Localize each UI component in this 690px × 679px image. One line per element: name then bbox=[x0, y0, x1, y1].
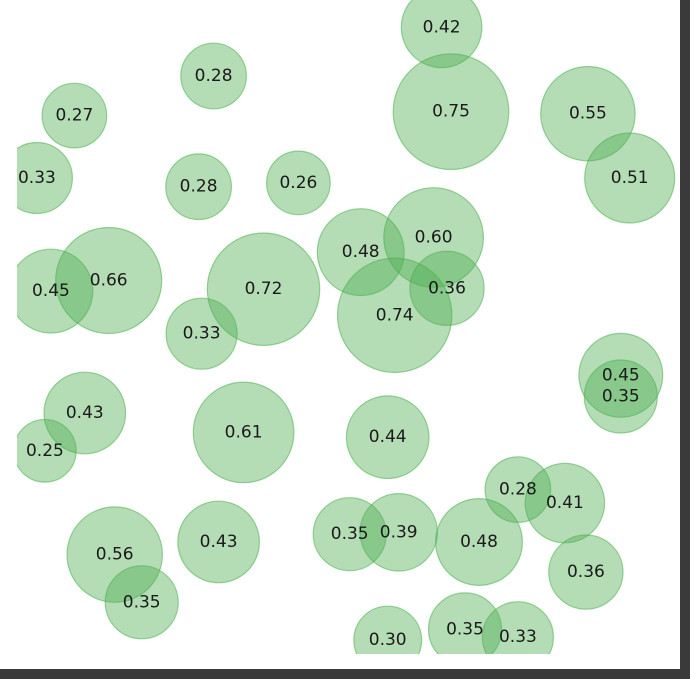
bubble-32 bbox=[427, 592, 503, 654]
bubble-label-20: 0.61 bbox=[225, 422, 263, 442]
bubble-19 bbox=[43, 371, 127, 455]
bubble-label-14: 0.36 bbox=[428, 278, 466, 298]
bubble-label-31: 0.35 bbox=[123, 592, 161, 612]
bubble-label-12: 0.72 bbox=[245, 279, 283, 299]
bubble-label-5: 0.33 bbox=[18, 168, 56, 188]
bubble-6 bbox=[584, 132, 676, 224]
bubble-5 bbox=[17, 141, 73, 215]
bubble-13 bbox=[17, 248, 94, 334]
bubble-10 bbox=[316, 208, 405, 297]
bubble-label-30: 0.36 bbox=[567, 562, 605, 582]
bubble-label-4: 0.55 bbox=[569, 104, 607, 124]
bubble-label-23: 0.28 bbox=[499, 480, 537, 500]
bubble-label-24: 0.41 bbox=[546, 493, 584, 513]
bubble-12 bbox=[206, 232, 321, 347]
bubble-31 bbox=[104, 565, 179, 640]
bubble-label-8: 0.26 bbox=[279, 173, 317, 193]
bubble-25 bbox=[177, 500, 261, 584]
bubble-label-16: 0.33 bbox=[183, 324, 221, 344]
bubble-27 bbox=[359, 492, 439, 572]
bubble-22 bbox=[17, 418, 77, 483]
bubble-9 bbox=[383, 187, 485, 288]
bubble-label-17: 0.45 bbox=[602, 365, 640, 385]
bubble-34 bbox=[353, 605, 423, 654]
bubble-21 bbox=[345, 395, 430, 480]
bubble-label-9: 0.60 bbox=[415, 228, 453, 248]
bubble-label-22: 0.25 bbox=[26, 441, 64, 461]
bubble-label-21: 0.44 bbox=[369, 427, 407, 447]
chart-frame: 0.42 0.28 0.75 0.27 0.55 0.33 0.51 0.28 0.26 0.60… bbox=[0, 0, 680, 669]
bubble-33 bbox=[481, 601, 554, 654]
bubble-28 bbox=[435, 498, 524, 587]
bubble-label-7: 0.28 bbox=[180, 177, 218, 197]
bubble-label-19: 0.43 bbox=[66, 403, 104, 423]
bubble-label-11: 0.66 bbox=[90, 271, 128, 291]
bubble-11 bbox=[55, 226, 163, 335]
bubble-label-18: 0.35 bbox=[602, 387, 640, 407]
bubble-label-27: 0.39 bbox=[380, 522, 418, 542]
bubble-17 bbox=[578, 332, 664, 418]
bubble-3 bbox=[41, 82, 108, 149]
bubble-label-33: 0.33 bbox=[499, 627, 537, 647]
bubble-30 bbox=[548, 534, 624, 610]
bubble-8 bbox=[266, 150, 331, 216]
bubble-label-3: 0.27 bbox=[55, 106, 93, 126]
bubble-label-15: 0.74 bbox=[376, 305, 414, 325]
bubble-16 bbox=[165, 297, 238, 370]
bubble-label-25: 0.43 bbox=[200, 532, 238, 552]
bubble-label-10: 0.48 bbox=[342, 242, 380, 262]
bubble-label-13: 0.45 bbox=[32, 281, 70, 301]
bubble-label-26: 0.35 bbox=[331, 524, 369, 544]
bubble-label-2: 0.75 bbox=[432, 102, 470, 122]
bubble-24 bbox=[524, 462, 606, 544]
bubble-15 bbox=[336, 257, 453, 374]
bubble-label-34: 0.30 bbox=[369, 630, 407, 650]
bubble-29 bbox=[66, 506, 164, 603]
bubble-20 bbox=[192, 381, 295, 484]
bubble-label-1: 0.28 bbox=[195, 66, 233, 86]
plot-area: 0.42 0.28 0.75 0.27 0.55 0.33 0.51 0.28 0.26 0.60… bbox=[17, 0, 676, 654]
bubble-label-0: 0.42 bbox=[423, 17, 461, 37]
bubble-26 bbox=[312, 497, 387, 572]
bubble-18 bbox=[583, 359, 658, 434]
bubble-2 bbox=[392, 53, 510, 171]
bubble-0 bbox=[400, 0, 483, 69]
bubble-label-29: 0.56 bbox=[96, 545, 134, 565]
bubble-7 bbox=[165, 153, 233, 221]
bubble-1 bbox=[180, 42, 248, 110]
bubble-chart: 0.42 0.28 0.75 0.27 0.55 0.33 0.51 0.28 0.26 0.60… bbox=[17, 0, 676, 654]
bubble-label-28: 0.48 bbox=[460, 532, 498, 552]
bubble-label-32: 0.35 bbox=[446, 619, 484, 639]
bubble-label-6: 0.51 bbox=[611, 168, 649, 188]
